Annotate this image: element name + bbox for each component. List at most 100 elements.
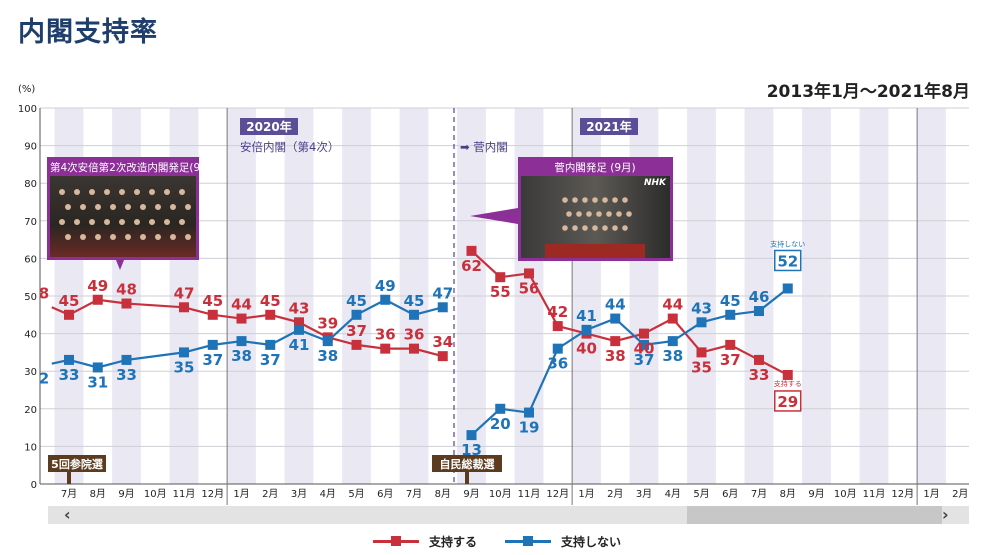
data-label-nonsupport: 45 [720,292,741,310]
data-label-nonsupport: 13 [461,441,482,459]
x-tick-label: 1月 [578,488,594,500]
data-label-nonsupport: 2 [39,370,49,388]
x-tick-label: 10月 [834,488,857,500]
x-tick-label: 11月 [518,488,541,500]
photo-figure [74,219,80,225]
point-nonsupport [121,354,132,365]
approval-chart: 0 10 20 30 40 50 60 70 80 90 100 7月 8月 9月 10月 11月 12月 1月 2… [18,104,969,505]
photo-figure [59,189,65,195]
data-label-nonsupport: 35 [174,358,195,376]
y-tick-label: 0 [31,480,37,491]
point-support [552,321,563,332]
photo-figure [170,204,176,210]
point-nonsupport [610,313,621,324]
callout-abe-title: 第4次安倍第2次改造内閣発足(9月) [50,161,215,174]
scroll-left-icon[interactable]: ‹ [64,505,71,524]
point-nonsupport [207,339,218,350]
data-label-support: 40 [576,340,597,358]
point-support [179,302,189,313]
photo-figure [134,219,140,225]
point-support [696,347,707,358]
point-support [782,369,793,380]
data-label-support: 45 [59,292,80,310]
cabinet-label-abe: 安倍内閣（第4次） [240,140,339,154]
data-label-nonsupport: 49 [375,277,396,295]
photo-figure [140,234,146,240]
point-nonsupport [409,309,419,320]
y-tick-label: 30 [24,367,37,378]
photo-figure [140,204,146,210]
data-label-support: 37 [346,322,367,340]
data-label-nonsupport: 43 [691,299,712,317]
data-label-nonsupport: 44 [605,296,626,314]
photo-figure [104,219,110,225]
x-tick-label: 8月 [90,488,106,500]
data-label-nonsupport: 37 [202,351,223,369]
x-tick-label: 11月 [863,488,886,500]
x-tick-label: 9月 [463,488,479,500]
photo-figure [582,225,588,231]
photo-figure [149,219,155,225]
photo-figure [134,189,140,195]
scroll-right-icon[interactable]: › [942,505,949,524]
chart-scrollbar[interactable]: ‹ › [48,505,969,524]
cabinet-label-suga: ➡ 菅内閣 [460,140,508,154]
year-badge-2021: 2021年 [586,119,631,134]
x-tick-label: 7月 [751,488,767,500]
point-support [64,309,74,320]
point-support [495,272,506,283]
data-label-nonsupport: 46 [749,288,770,306]
data-label-nonsupport: 33 [116,366,137,384]
data-label-support: 42 [547,303,568,321]
data-label-support: 62 [461,257,482,275]
legend-item-nonsupport: 支持しない [505,533,621,550]
data-label-support: 36 [375,326,396,344]
nhk-logo: NHK [644,178,667,188]
x-tick-label: 8月 [780,488,796,500]
photo-figure [125,234,131,240]
y-tick-label: 50 [24,292,37,303]
photo-figure [626,211,632,217]
point-support [92,294,103,305]
x-tick-label: 12月 [201,488,224,500]
photo-figure [602,197,608,203]
end-label-nonsupport: 支持しない [770,239,805,248]
data-label-nonsupport: 31 [87,373,108,391]
year-badge-2020: 2020年 [246,119,291,134]
point-nonsupport [581,324,592,335]
legend-label-support: 支持する [429,535,478,549]
data-label-support: 56 [519,279,540,297]
data-label-support: 44 [231,296,252,314]
point-nonsupport [466,430,477,441]
photo-figure [592,197,598,203]
data-label-nonsupport: 37 [634,351,655,369]
x-tick-label: 9月 [808,488,824,500]
event-election-stem [67,472,71,484]
x-tick-label: 5月 [693,488,709,500]
data-label-support: 8 [39,284,49,302]
y-tick-label: 60 [24,254,37,265]
photo-figure [65,204,71,210]
event-ldp-election-bg [432,455,502,472]
legend-item-support: 支持する [373,533,477,550]
photo-figure [566,211,572,217]
photo-figure [572,225,578,231]
legend-swatch-support [373,536,419,546]
photo-figure [185,234,191,240]
scrollbar-thumb[interactable] [687,506,942,524]
y-axis-unit: (%) [18,84,36,95]
x-tick-label: 9月 [118,488,134,500]
data-label-nonsupport: 20 [490,415,511,433]
data-label-nonsupport: 37 [260,351,281,369]
data-label-nonsupport: 47 [432,284,453,302]
point-support [380,343,391,354]
data-label-support: 44 [662,296,683,314]
event-election: 5回参院選 [51,457,103,471]
photo-figure [155,204,161,210]
data-label-nonsupport: 33 [59,366,80,384]
event-ldp-election-stem [465,472,469,484]
x-tick-label: 3月 [291,488,307,500]
x-tick-label: 7月 [61,488,77,500]
point-support [466,245,477,256]
point-support [265,309,276,320]
